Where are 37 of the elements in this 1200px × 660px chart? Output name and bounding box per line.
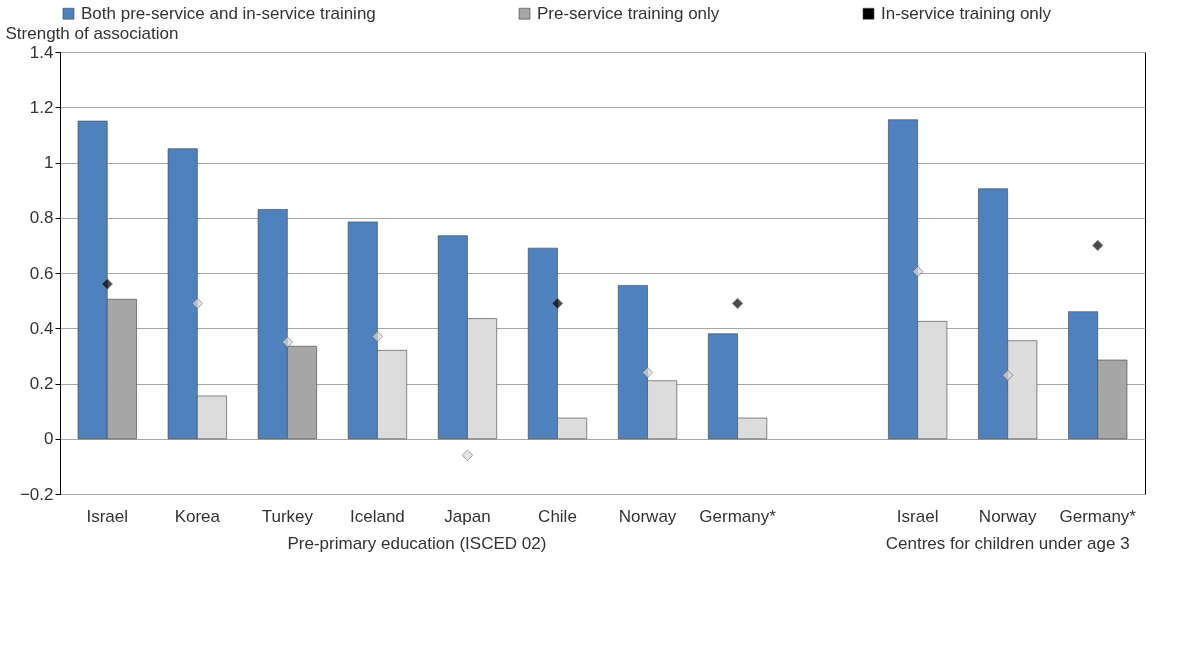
x-tick-label: Israel [896, 506, 939, 526]
x-tick-label: Norway [978, 506, 1037, 526]
x-tick-label: Germany* [1059, 506, 1137, 526]
x-tick-label: Turkey [261, 506, 314, 526]
point [101, 278, 113, 290]
y-tick-label: 0.4 [29, 318, 54, 338]
text: Pre-primary education (ISCED 02) [287, 534, 547, 553]
x-tick-label: Israel [86, 506, 129, 526]
point [281, 336, 293, 348]
y-tick-label: −0.2 [19, 484, 54, 504]
point [912, 265, 924, 278]
x-tick-label: Iceland [349, 506, 405, 526]
point [191, 297, 203, 310]
point [641, 366, 654, 379]
legend-label: Pre-service training only [537, 3, 720, 23]
y-tick-label: 1.2 [29, 97, 54, 117]
y-axis-title: Strength of association [5, 23, 179, 43]
legend-label: Both pre-service and in-service training [81, 3, 376, 23]
x-tick-label: Korea [174, 506, 221, 526]
point [551, 297, 564, 310]
y-tick-label: 1 [44, 153, 54, 172]
y-tick-label: 1.4 [29, 42, 54, 62]
y-tick-label: 0.6 [29, 263, 54, 283]
x-tick-label: Norway [618, 506, 677, 526]
point [371, 330, 384, 343]
text: Centres for children under age 3 [885, 534, 1130, 553]
point [461, 449, 474, 461]
y-tick-label: 0.8 [29, 208, 54, 228]
point [1002, 369, 1014, 381]
x-tick-label: Japan [444, 506, 491, 526]
legend-label: In-service training only [881, 3, 1052, 23]
y-tick-label: 0 [44, 429, 54, 449]
x-tick-label: Chile [538, 506, 577, 526]
point [731, 297, 744, 310]
point [1092, 239, 1104, 252]
x-tick-label: Germany* [699, 506, 777, 526]
y-tick-label: 0.2 [29, 374, 54, 393]
